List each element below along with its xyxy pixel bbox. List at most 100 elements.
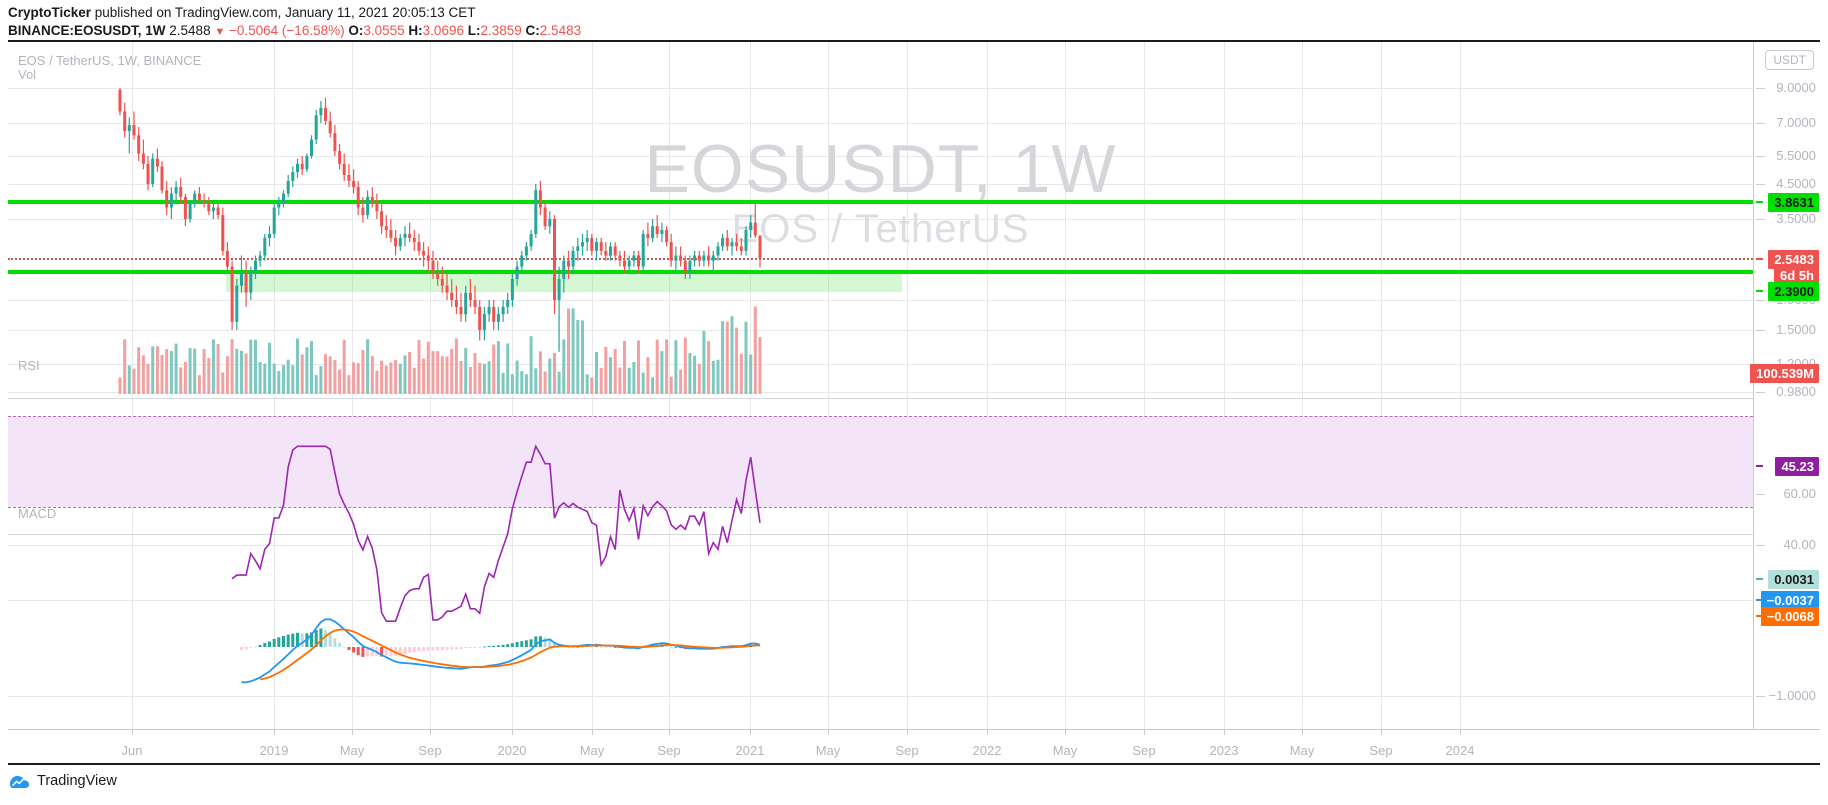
- time-axis-label: May: [579, 743, 605, 758]
- axis-price-badge[interactable]: 0.0031: [1768, 570, 1819, 589]
- rsi-line: [231, 444, 761, 622]
- axis-tick-label: 9.0000: [1776, 80, 1816, 95]
- close-key: C:: [525, 23, 540, 38]
- time-tick-mark: [1302, 730, 1303, 735]
- time-axis-label: 2023: [1209, 743, 1239, 758]
- time-axis-label: Sep: [418, 743, 442, 758]
- publisher-name: CryptoTicker: [8, 5, 92, 20]
- time-tick-mark: [1224, 730, 1225, 735]
- gridline-horizontal: [8, 219, 1753, 220]
- time-axis-label: Jun: [121, 743, 143, 758]
- resistance-line-3-8631[interactable]: [8, 200, 1753, 204]
- axis-price-badge[interactable]: 100.539M: [1750, 364, 1819, 383]
- gridline-vertical: [828, 42, 829, 729]
- gridline-horizontal: [8, 156, 1753, 157]
- symbol-label: BINANCE:EOSUSDT, 1W: [8, 23, 166, 38]
- price-axis[interactable]: USDT 9.00007.00005.50004.50003.50001.900…: [1750, 42, 1820, 729]
- volume-pane-legend: Vol: [18, 67, 37, 82]
- high-value: 3.0696: [422, 23, 464, 38]
- time-axis-label: May: [1289, 743, 1315, 758]
- time-tick-mark: [592, 730, 593, 735]
- axis-tick-label: −1.0000: [1768, 688, 1816, 703]
- time-tick-mark: [750, 730, 751, 735]
- time-axis-label: May: [1052, 743, 1078, 758]
- publication-header: CryptoTicker published on TradingView.co…: [0, 0, 1828, 41]
- currency-badge[interactable]: USDT: [1765, 50, 1814, 70]
- gridline-horizontal: [8, 88, 1753, 89]
- axis-price-badge[interactable]: 6d 5h: [1774, 266, 1819, 285]
- axis-tick-mark: [1756, 300, 1765, 301]
- time-axis[interactable]: Jun 2019 May Sep 2020 May Sep 2021 May Sep 2022 May…: [8, 729, 1820, 765]
- gridline-horizontal: [8, 600, 1753, 601]
- time-axis-label: Sep: [1132, 743, 1156, 758]
- high-key: H:: [408, 23, 423, 38]
- axis-tick-label: 4.5000: [1776, 176, 1816, 191]
- low-value: 2.3859: [480, 23, 522, 38]
- gridline-horizontal: [8, 330, 1753, 331]
- time-axis-label: 2022: [972, 743, 1002, 758]
- axis-tick-label: 7.0000: [1776, 115, 1816, 130]
- axis-tick-mark: [1756, 330, 1765, 331]
- axis-badge-stub: [1756, 465, 1763, 467]
- pane-separator: [8, 534, 1753, 535]
- axis-badge-stub: [1756, 290, 1763, 292]
- axis-price-badge[interactable]: −0.0037: [1760, 591, 1819, 610]
- gridline-vertical: [669, 42, 670, 729]
- time-tick-mark: [352, 730, 353, 735]
- support-line-2-3900[interactable]: [8, 270, 1753, 274]
- time-tick-mark: [987, 730, 988, 735]
- gridline-vertical: [1302, 42, 1303, 729]
- macd-signal-line: [259, 628, 761, 681]
- chart-plot-area[interactable]: EOSUSDT, 1W EOS / TetherUS EOS / TetherU…: [8, 42, 1753, 729]
- open-key: O:: [348, 23, 364, 38]
- axis-price-badge[interactable]: −0.0068: [1760, 607, 1819, 626]
- time-tick-mark: [907, 730, 908, 735]
- axis-price-badge[interactable]: 45.23: [1775, 457, 1819, 476]
- axis-tick-mark: [1756, 156, 1765, 157]
- time-axis-label: May: [815, 743, 841, 758]
- publisher-line: CryptoTicker published on TradingView.co…: [8, 5, 1828, 21]
- gridline-horizontal: [8, 300, 1753, 301]
- rsi-threshold-line: [8, 507, 1753, 508]
- candlestick-series: [118, 88, 762, 352]
- axis-tick-mark: [1756, 494, 1765, 495]
- time-axis-label: 2021: [735, 743, 765, 758]
- gridline-vertical: [1460, 42, 1461, 729]
- axis-tick-label: 5.5000: [1776, 148, 1816, 163]
- time-axis-label: 2024: [1445, 743, 1475, 758]
- axis-tick-mark: [1756, 184, 1765, 185]
- time-tick-mark: [512, 730, 513, 735]
- axis-badge-stub: [1756, 578, 1763, 580]
- axis-price-badge[interactable]: 2.5483: [1768, 250, 1819, 269]
- gridline-horizontal: [8, 123, 1753, 124]
- rsi-pane-legend: RSI: [18, 358, 40, 373]
- gridline-horizontal: [8, 545, 1753, 546]
- time-tick-mark: [669, 730, 670, 735]
- direction-down-icon: ▼: [214, 26, 226, 38]
- gridline-vertical: [1144, 42, 1145, 729]
- symbol-quote-line: BINANCE:EOSUSDT, 1W 2.5488 ▼ −0.5064 (−1…: [8, 22, 1828, 41]
- pane-separator: [8, 398, 1753, 399]
- axis-price-badge[interactable]: 3.8631: [1768, 193, 1819, 212]
- axis-tick-label: 0.9800: [1776, 384, 1816, 399]
- published-text: published on TradingView.com, January 11…: [91, 5, 476, 20]
- macd-pane-legend: MACD: [18, 506, 57, 521]
- price-change: −0.5064 (−16.58%): [229, 23, 345, 38]
- axis-tick-mark: [1756, 392, 1765, 393]
- axis-badge-stub: [1756, 258, 1763, 260]
- time-tick-mark: [1144, 730, 1145, 735]
- time-tick-mark: [1460, 730, 1461, 735]
- time-tick-mark: [828, 730, 829, 735]
- axis-tick-mark: [1756, 123, 1765, 124]
- axis-tick-mark: [1756, 219, 1765, 220]
- time-axis-label: 2019: [259, 743, 289, 758]
- gridline-vertical: [1224, 42, 1225, 729]
- gridline-horizontal: [8, 392, 1753, 393]
- time-axis-label: Sep: [895, 743, 919, 758]
- axis-price-badge[interactable]: 2.3900: [1768, 282, 1819, 301]
- gridline-horizontal: [8, 184, 1753, 185]
- axis-tick-mark: [1756, 88, 1765, 89]
- time-tick-mark: [274, 730, 275, 735]
- time-tick-mark: [430, 730, 431, 735]
- time-axis-label: May: [339, 743, 365, 758]
